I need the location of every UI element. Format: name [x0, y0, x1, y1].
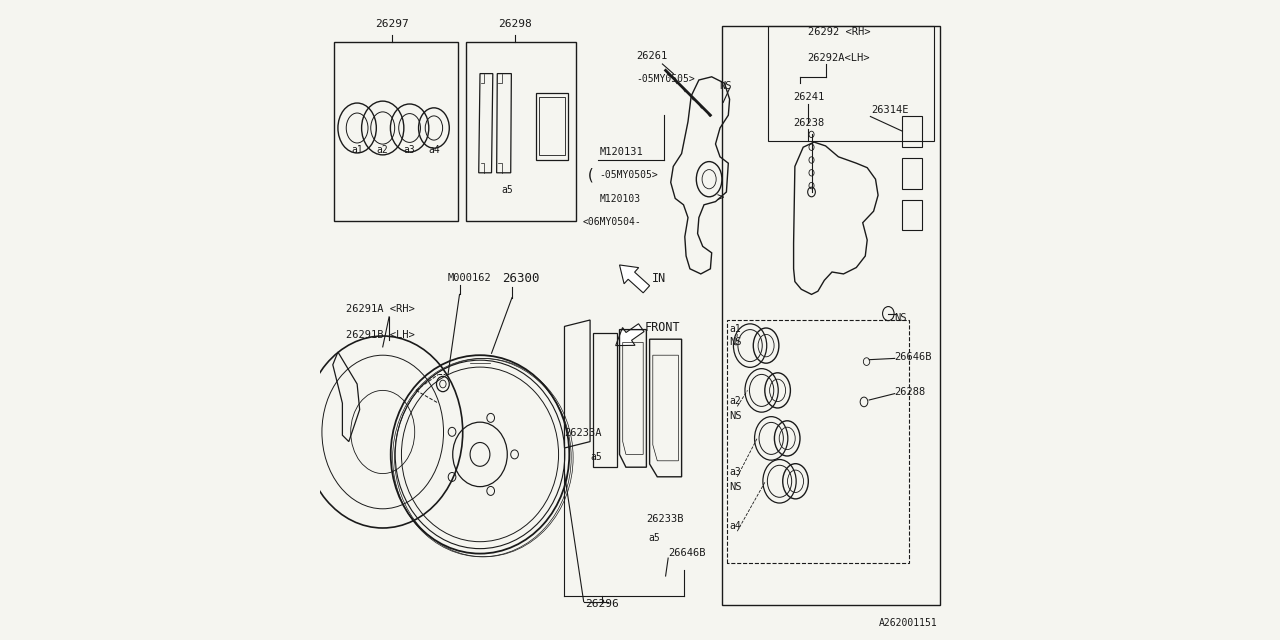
- Text: a5: a5: [590, 452, 602, 462]
- Text: NS: NS: [895, 313, 908, 323]
- Bar: [902, 116, 922, 147]
- Text: 26291A <RH>: 26291A <RH>: [346, 303, 415, 314]
- Text: a2: a2: [376, 145, 389, 155]
- Bar: [768, 26, 934, 141]
- FancyArrow shape: [616, 324, 644, 346]
- Text: A262001151: A262001151: [879, 618, 937, 628]
- Bar: [539, 97, 566, 155]
- Text: >: >: [717, 192, 724, 205]
- Text: 26241: 26241: [794, 92, 824, 102]
- Text: 26646B: 26646B: [668, 548, 705, 558]
- Bar: [722, 26, 940, 605]
- Text: a1: a1: [351, 145, 364, 155]
- Text: 26300: 26300: [502, 272, 540, 285]
- Text: IN: IN: [652, 272, 666, 285]
- Text: 26233B: 26233B: [646, 513, 684, 524]
- Text: NS: NS: [730, 411, 742, 421]
- Text: M120103: M120103: [600, 193, 641, 204]
- Text: M120131: M120131: [600, 147, 644, 157]
- Text: 26233A: 26233A: [564, 428, 602, 438]
- Text: a3: a3: [403, 145, 416, 155]
- Text: 26297: 26297: [375, 19, 408, 29]
- Text: 26238: 26238: [794, 118, 824, 128]
- Text: a3: a3: [730, 467, 741, 477]
- Text: M000162: M000162: [448, 273, 492, 283]
- Text: FRONT: FRONT: [645, 321, 681, 334]
- Text: -05MY0505>: -05MY0505>: [600, 170, 658, 180]
- Bar: [902, 158, 922, 189]
- Text: 26292A<LH>: 26292A<LH>: [808, 52, 870, 63]
- Text: a2: a2: [730, 396, 741, 406]
- Text: NS: NS: [730, 337, 742, 347]
- Text: a1: a1: [730, 324, 741, 334]
- Text: 26646B: 26646B: [895, 351, 932, 362]
- Text: a5: a5: [502, 185, 513, 195]
- Text: 26292 <RH>: 26292 <RH>: [808, 27, 870, 37]
- Text: -05MY0505>: -05MY0505>: [636, 74, 695, 84]
- Text: 26261: 26261: [636, 51, 667, 61]
- Text: (: (: [585, 168, 595, 182]
- FancyArrow shape: [620, 265, 650, 293]
- Text: 26288: 26288: [895, 387, 925, 397]
- Text: a4: a4: [428, 145, 440, 155]
- Text: 26291B <LH>: 26291B <LH>: [346, 330, 415, 340]
- Text: 26298: 26298: [498, 19, 532, 29]
- Bar: [466, 42, 576, 221]
- Text: NS: NS: [730, 481, 742, 492]
- Text: a5: a5: [648, 532, 660, 543]
- Text: 26296: 26296: [585, 599, 618, 609]
- Bar: [902, 200, 922, 230]
- Text: 26314E: 26314E: [872, 105, 909, 115]
- Text: <06MY0504-: <06MY0504-: [582, 217, 641, 227]
- Bar: [334, 42, 458, 221]
- Bar: [536, 93, 568, 160]
- Text: NS: NS: [719, 81, 732, 91]
- Text: a4: a4: [730, 521, 741, 531]
